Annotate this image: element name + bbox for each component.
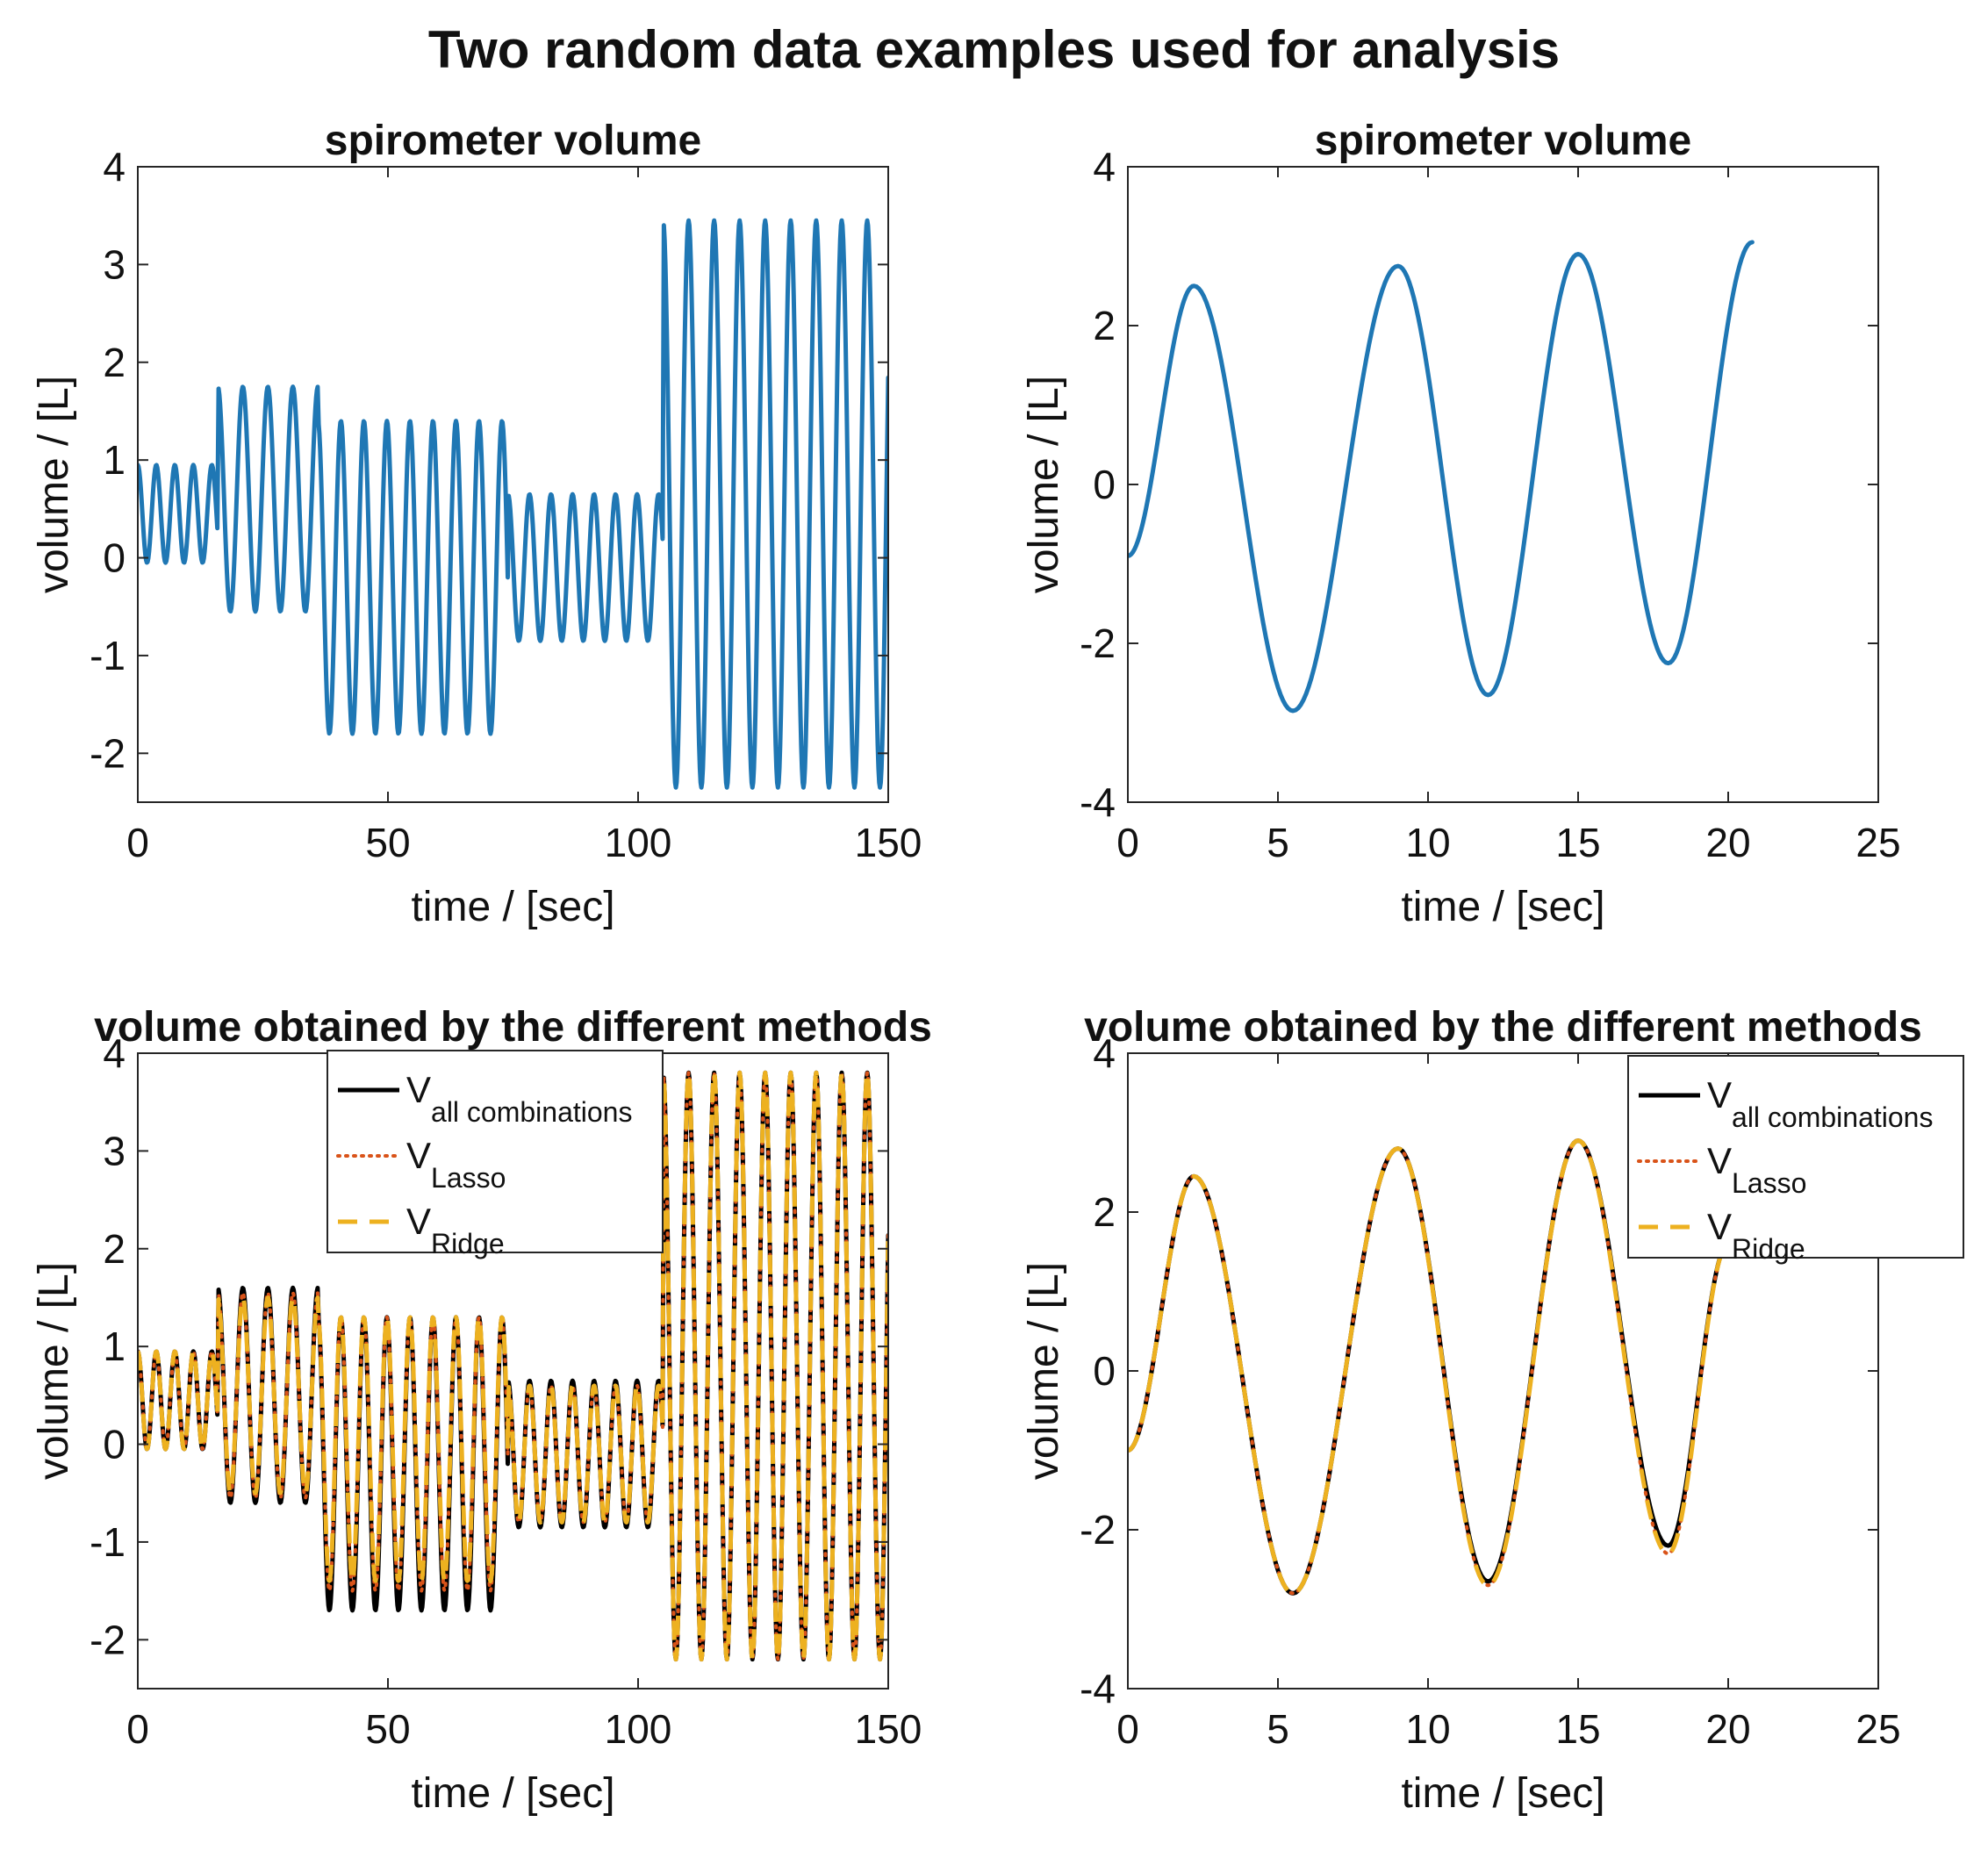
- x-tick-label: 10: [1405, 820, 1450, 865]
- x-tick-label: 100: [605, 820, 672, 865]
- series-group: [138, 218, 888, 790]
- x-tick-label: 50: [365, 820, 410, 865]
- x-tick-label: 20: [1705, 1706, 1750, 1752]
- subplot-title: volume obtained by the different methods: [94, 1004, 932, 1051]
- x-tick-label: 0: [126, 820, 149, 865]
- legend-label: VLasso: [1707, 1140, 1806, 1199]
- y-tick-label: 2: [103, 340, 126, 385]
- x-tick-label: 0: [126, 1706, 149, 1752]
- x-tick-label: 50: [365, 1706, 410, 1752]
- x-tick-label: 150: [855, 1706, 922, 1752]
- legend-label: Vall combinations: [1707, 1074, 1933, 1133]
- y-axis-label: volume / [L]: [31, 376, 77, 593]
- x-tick-label: 0: [1116, 1706, 1139, 1752]
- y-tick-label: 3: [103, 241, 126, 287]
- y-tick-label: 0: [103, 535, 126, 581]
- series-group: [1128, 1138, 1731, 1596]
- y-tick-label: 0: [1093, 1348, 1116, 1394]
- y-tick-label: 4: [103, 1030, 126, 1076]
- axes-box: [137, 166, 889, 803]
- x-axis-label: time / [sec]: [411, 1770, 614, 1817]
- series-group: [1128, 240, 1755, 714]
- subplot-top-right: 0 5 10 15 20 25 -4 -2 0 2 4 spirometer volume time /…: [1021, 118, 1901, 930]
- legend: Vall combinations VLasso VRidge: [327, 1050, 664, 1259]
- subplot-title: spirometer volume: [325, 118, 701, 164]
- x-tick-label: 25: [1855, 820, 1900, 865]
- y-tick-label: 1: [103, 437, 126, 483]
- y-tick-label: 4: [1093, 1030, 1116, 1076]
- y-axis-label: volume / [L]: [31, 1262, 77, 1480]
- y-tick-label: -2: [1080, 621, 1116, 666]
- series-line-lasso: [1128, 1138, 1730, 1596]
- figure-title: Two random data examples used for analys…: [427, 20, 1561, 79]
- y-tick-label: -4: [1080, 1666, 1116, 1711]
- x-axis-label: time / [sec]: [1401, 884, 1604, 930]
- legend: Vall combinations VLasso VRidge: [1627, 1055, 1964, 1265]
- legend-box: [1627, 1055, 1964, 1259]
- y-tick-label: 2: [103, 1226, 126, 1272]
- x-tick-label: 10: [1405, 1706, 1450, 1752]
- series-line-ridge: [138, 1070, 888, 1662]
- y-tick-label: 2: [1093, 1189, 1116, 1235]
- legend-label: Vall combinations: [406, 1069, 632, 1128]
- y-tick-label: -2: [1080, 1507, 1116, 1553]
- x-tick-label: 150: [855, 820, 922, 865]
- series-line-signal: [1128, 240, 1755, 714]
- legend-label: VRidge: [1707, 1206, 1805, 1265]
- y-tick-label: 1: [103, 1324, 126, 1369]
- x-tick-label: 5: [1267, 1706, 1289, 1752]
- series-group: [138, 1070, 888, 1662]
- y-tick-label: -2: [90, 730, 126, 776]
- x-tick-label: 5: [1267, 820, 1289, 865]
- y-tick-label: 4: [1093, 144, 1116, 190]
- subplot-title: spirometer volume: [1315, 118, 1691, 164]
- x-tick-label: 15: [1555, 820, 1600, 865]
- series-line-ridge: [1128, 1138, 1729, 1596]
- subplot-title: volume obtained by the different methods: [1084, 1004, 1922, 1051]
- x-tick-label: 25: [1855, 1706, 1900, 1752]
- y-tick-label: -4: [1080, 779, 1116, 825]
- x-tick-label: 15: [1555, 1706, 1600, 1752]
- legend-label: VRidge: [406, 1201, 505, 1259]
- x-tick-label: 100: [605, 1706, 672, 1752]
- x-axis-label: time / [sec]: [1401, 1770, 1604, 1817]
- legend-box: [327, 1050, 664, 1253]
- plot-area: [1128, 167, 1878, 802]
- legend-label: VLasso: [406, 1135, 506, 1194]
- x-tick-label: 0: [1116, 820, 1139, 865]
- y-tick-label: -1: [90, 1519, 126, 1565]
- y-tick-label: -2: [90, 1617, 126, 1662]
- x-tick-label: 20: [1705, 820, 1750, 865]
- x-axis-label: time / [sec]: [411, 884, 614, 930]
- y-tick-label: 0: [1093, 462, 1116, 507]
- y-axis-label: volume / [L]: [1021, 1262, 1067, 1480]
- subplot-top-left: 0 50 100 150 -2 -1 0 1 2 3 4 spirometer volume time …: [31, 118, 922, 930]
- y-tick-label: -1: [90, 633, 126, 678]
- y-tick-label: 0: [103, 1422, 126, 1467]
- y-tick-label: 2: [1093, 303, 1116, 348]
- y-tick-label: 4: [103, 144, 126, 190]
- series-line-signal: [138, 218, 888, 790]
- y-axis-label: volume / [L]: [1021, 376, 1067, 593]
- y-tick-label: 3: [103, 1128, 126, 1173]
